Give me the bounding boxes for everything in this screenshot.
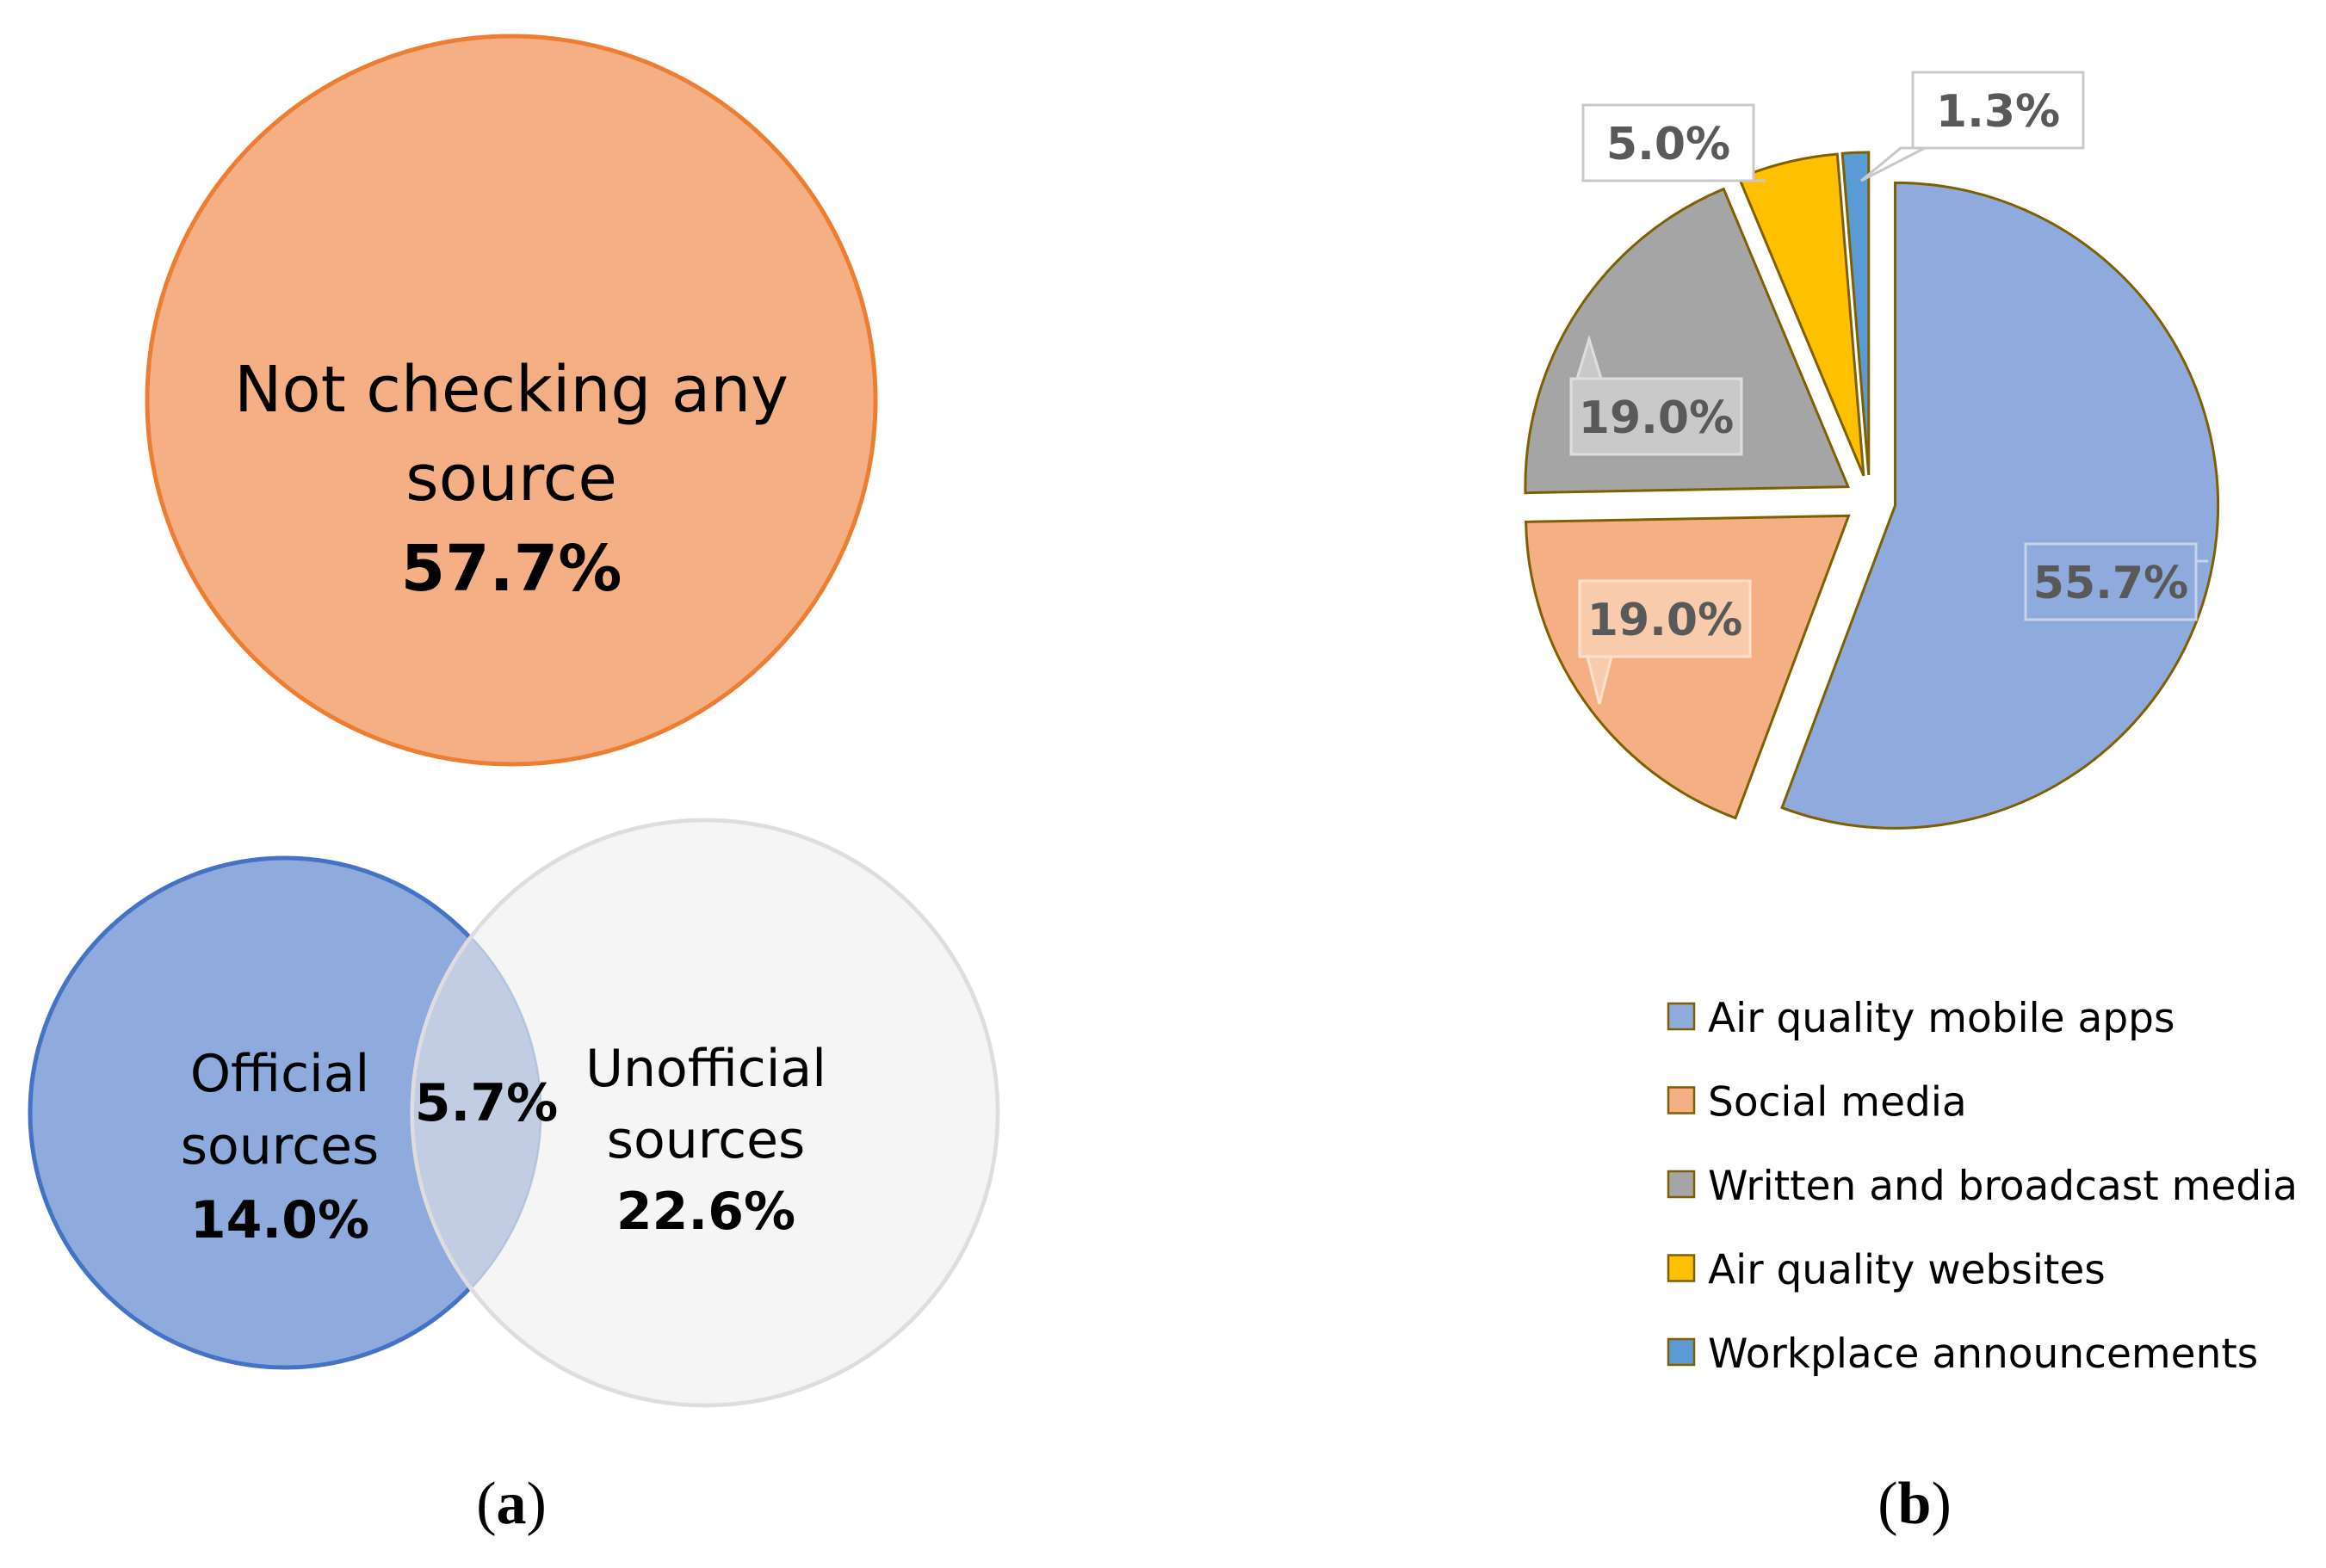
legend-swatch-2 — [1667, 1170, 1696, 1199]
panel-a-paren-close: ) — [527, 1471, 547, 1537]
official-label-line1: Official — [190, 1044, 369, 1104]
pie-label-box-3 — [1581, 103, 1755, 182]
pie-data-label-3: 5.0% — [1606, 119, 1730, 170]
pie-label-box-0 — [2024, 542, 2198, 621]
legend-label-4: Workplace announcements — [1708, 1330, 2258, 1378]
unofficial-label-line1: Unofficial — [585, 1039, 826, 1099]
panel-a-paren-open: ( — [476, 1471, 496, 1537]
pie-label-box-1 — [1578, 579, 1752, 658]
pie-data-label-0: 55.7% — [2033, 558, 2188, 609]
unofficial-label-line2: sources — [607, 1110, 806, 1170]
pie-label-box-2 — [1569, 377, 1743, 456]
legend-swatch-1 — [1667, 1086, 1696, 1114]
panel-b-paren-close: ) — [1931, 1471, 1951, 1537]
pie-slice-0 — [1780, 181, 2220, 830]
legend-swatch-4 — [1667, 1337, 1696, 1367]
pie-data-label-1: 19.0% — [1587, 595, 1742, 646]
legend-label-0: Air quality mobile apps — [1708, 995, 2175, 1042]
official-label-line2: sources — [181, 1116, 380, 1176]
panel-b-paren-open: ( — [1878, 1471, 1897, 1537]
legend-swatch-0 — [1667, 1002, 1696, 1031]
panel-a-letter: a — [497, 1471, 527, 1537]
official-value: 14.0% — [190, 1190, 369, 1250]
pie-data-label-2: 19.0% — [1579, 392, 1734, 444]
legend-label-2: Written and broadcast media — [1708, 1163, 2298, 1210]
panel-a-label: (a) — [476, 1471, 547, 1537]
pie-data-label-4: 1.3% — [1936, 86, 2060, 138]
panel-b-letter: b — [1898, 1471, 1932, 1537]
legend-swatch-3 — [1667, 1254, 1696, 1282]
overlap-value: 5.7% — [415, 1073, 558, 1133]
legend-label-1: Social media — [1708, 1079, 1967, 1127]
legend-label-3: Air quality websites — [1708, 1247, 2106, 1294]
pie-legend: Air quality mobile apps Social media Writt… — [1667, 995, 2298, 1378]
not-checking-circle — [145, 34, 878, 767]
unofficial-value: 22.6% — [616, 1182, 795, 1242]
pie-label-callout-4 — [1860, 146, 1926, 182]
pie-data-labels: 55.7% 19.0% 19.0% 5.0% 1.3% — [1569, 71, 2208, 705]
panel-b: 55.7% 19.0% 19.0% 5.0% 1.3% Air quality mobi… — [1524, 71, 2298, 1537]
not-checking-value: 57.7% — [401, 532, 622, 606]
panel-a: Not checking any source 57.7% Official s… — [28, 34, 1000, 1537]
pie-slices — [1524, 151, 2220, 830]
not-checking-label-line2: source — [405, 441, 617, 515]
not-checking-label-line1: Not checking any — [234, 353, 789, 427]
panel-b-label: (b) — [1878, 1471, 1952, 1537]
pie-slice-4 — [1840, 151, 1871, 476]
unofficial-outline — [411, 818, 999, 1407]
pie-label-box-4 — [1911, 71, 2085, 150]
